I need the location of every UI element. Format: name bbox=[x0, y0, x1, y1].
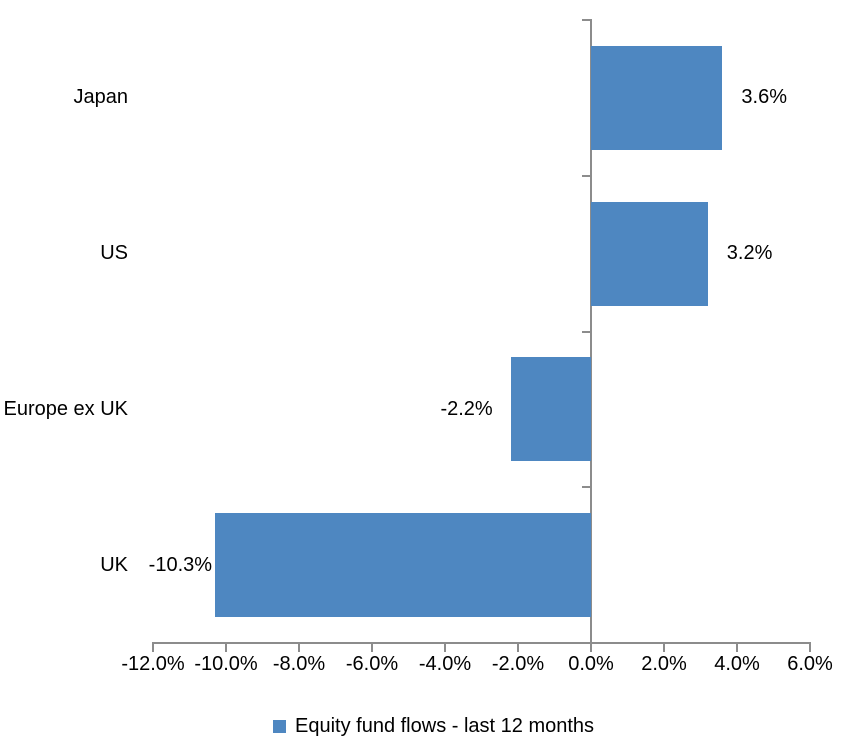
x-tick-label: 4.0% bbox=[714, 653, 760, 675]
x-tick-label: 2.0% bbox=[641, 653, 687, 675]
category-tick bbox=[582, 19, 590, 21]
x-tick bbox=[663, 643, 665, 652]
bar-japan bbox=[591, 45, 723, 150]
x-tick bbox=[371, 643, 373, 652]
x-tick-label: -12.0% bbox=[121, 653, 185, 675]
y-axis-line bbox=[590, 19, 592, 644]
x-tick-label: 6.0% bbox=[787, 653, 833, 675]
category-tick bbox=[582, 174, 590, 177]
x-axis-line bbox=[152, 642, 811, 644]
bar-us bbox=[591, 201, 708, 306]
category-label-uk: UK bbox=[100, 553, 128, 576]
x-tick bbox=[736, 643, 738, 652]
category-label-europe-ex-uk: Europe ex UK bbox=[3, 397, 128, 420]
x-tick-label: -2.0% bbox=[491, 653, 545, 675]
bar-europe-ex-uk bbox=[510, 357, 591, 462]
x-tick bbox=[517, 643, 519, 652]
category-label-japan: Japan bbox=[73, 86, 129, 109]
data-label-uk: -10.3% bbox=[148, 553, 213, 576]
x-tick bbox=[152, 643, 154, 652]
x-tick-label: -6.0% bbox=[345, 653, 399, 675]
x-tick-label: -8.0% bbox=[272, 653, 326, 675]
x-tick bbox=[298, 643, 300, 652]
category-tick bbox=[582, 330, 590, 333]
category-label-us: US bbox=[100, 242, 128, 265]
x-tick-label: 0.0% bbox=[568, 653, 614, 675]
x-tick-label: -4.0% bbox=[418, 653, 472, 675]
legend-swatch-icon bbox=[273, 720, 286, 733]
legend: Equity fund flows - last 12 months bbox=[273, 715, 594, 738]
legend-label: Equity fund flows - last 12 months bbox=[295, 715, 595, 737]
x-tick bbox=[809, 643, 811, 652]
x-tick bbox=[590, 643, 592, 652]
x-tick bbox=[444, 643, 446, 652]
x-tick bbox=[225, 643, 227, 652]
x-tick-label: -10.0% bbox=[194, 653, 258, 675]
data-label-europe-ex-uk: -2.2% bbox=[440, 397, 493, 420]
data-label-us: 3.2% bbox=[726, 242, 773, 265]
category-tick bbox=[582, 486, 590, 489]
bar-uk bbox=[215, 513, 591, 618]
data-label-japan: 3.6% bbox=[741, 86, 787, 109]
